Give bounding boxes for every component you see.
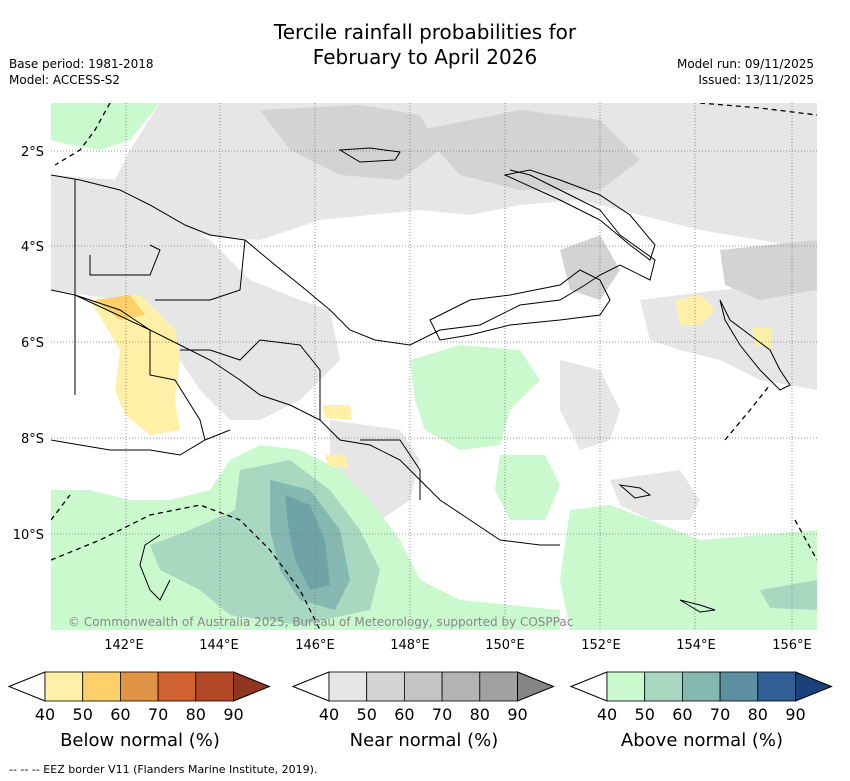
below-normal-tick-60: 60	[110, 705, 130, 724]
latitude-ticks: 2°S 4°S 6°S 8°S 10°S	[13, 145, 44, 543]
lon-tick-148E: 148°E	[390, 638, 430, 653]
model-info: Base period: 1981-2018 Model: ACCESS-S2	[9, 56, 154, 88]
near-normal-label: Near normal (%)	[349, 730, 499, 751]
below-normal-colorbar: 40 50 60 70 80 90	[7, 671, 271, 724]
above-normal-swatch-70	[719, 671, 759, 702]
lon-tick-144E: 144°E	[199, 638, 239, 653]
near-normal-tick-50: 50	[357, 705, 377, 724]
national-borders	[74, 180, 421, 500]
longitude-ticks: 142°E 144°E 146°E 148°E 150°E 152°E 154°…	[104, 638, 812, 653]
below-normal-shading	[90, 295, 772, 468]
above-normal-tick-40: 40	[597, 705, 617, 724]
issued-date: Issued: 13/11/2025	[698, 73, 814, 87]
above-normal-label: Above normal (%)	[620, 730, 784, 751]
near-normal-tick-40: 40	[319, 705, 339, 724]
below-normal-under-triangle	[7, 671, 46, 702]
below-normal-tick-40: 40	[35, 705, 55, 724]
below-normal-tick-90: 90	[223, 705, 243, 724]
lon-tick-152E: 152°E	[581, 638, 621, 653]
above-normal-tick-70: 70	[710, 705, 730, 724]
lat-tick-4S: 4°S	[21, 240, 44, 255]
colorbars: 40 50 60 70 80 90 40 50 60 70 80 90 40 50 60 70 80 90	[7, 671, 833, 724]
lat-tick-10S: 10°S	[13, 528, 44, 543]
below-normal-swatch-70	[157, 671, 197, 702]
near-normal-tick-80: 80	[470, 705, 490, 724]
below-normal-tick-70: 70	[148, 705, 168, 724]
eez-borders	[51, 103, 817, 630]
lon-tick-150E: 150°E	[485, 638, 525, 653]
run-info: Model run: 09/11/2025 Issued: 13/11/2025	[677, 56, 814, 88]
near-normal-colorbar: 40 50 60 70 80 90	[291, 671, 555, 724]
above-normal-swatch-50	[644, 671, 683, 702]
above-normal-over-triangle	[795, 671, 833, 702]
above-normal-tick-50: 50	[635, 705, 655, 724]
lon-tick-156E: 156°E	[772, 638, 812, 653]
below-normal-swatch-40	[44, 671, 84, 702]
above-normal-under-triangle	[569, 671, 608, 702]
attribution-text: © Commonwealth of Australia 2025, Bureau…	[68, 615, 573, 629]
above-normal-tick-60: 60	[672, 705, 692, 724]
near-normal-swatch-50	[366, 671, 405, 702]
lat-tick-2S: 2°S	[21, 145, 44, 160]
lon-tick-154E: 154°E	[676, 638, 716, 653]
above-normal-colorbar: 40 50 60 70 80 90	[569, 671, 833, 724]
above-normal-tick-80: 80	[748, 705, 768, 724]
below-normal-swatch-80	[195, 671, 234, 702]
model-run: Model run: 09/11/2025	[676, 57, 814, 71]
below-normal-tick-80: 80	[186, 705, 206, 724]
below-normal-over-triangle	[233, 671, 271, 702]
lon-tick-146E: 146°E	[295, 638, 335, 653]
near-normal-tick-70: 70	[432, 705, 452, 724]
model-name: Model: ACCESS-S2	[9, 73, 121, 87]
above-normal-shading	[51, 103, 817, 630]
near-normal-swatch-40	[328, 671, 368, 702]
below-normal-tick-50: 50	[73, 705, 93, 724]
gridlines	[51, 103, 817, 630]
lat-tick-8S: 8°S	[21, 432, 44, 447]
near-normal-over-triangle	[517, 671, 555, 702]
above-normal-swatch-60	[682, 671, 721, 702]
below-normal-swatch-50	[82, 671, 121, 702]
title-line-2: February to April 2026	[312, 45, 538, 69]
near-normal-shading	[51, 103, 817, 520]
eez-footer-note: -- -- -- EEZ border V11 (Flanders Marine…	[9, 763, 318, 776]
below-normal-swatch-60	[120, 671, 159, 702]
near-normal-under-triangle	[291, 671, 330, 702]
above-normal-swatch-80	[757, 671, 796, 702]
near-normal-swatch-70	[441, 671, 481, 702]
below-normal-label: Below normal (%)	[60, 730, 220, 751]
map-title: Tercile rainfall probabilities for Febru…	[0, 20, 850, 70]
lon-tick-142E: 142°E	[104, 638, 144, 653]
near-normal-tick-60: 60	[394, 705, 414, 724]
above-normal-swatch-40	[606, 671, 646, 702]
near-normal-swatch-80	[479, 671, 518, 702]
above-normal-tick-90: 90	[785, 705, 805, 724]
near-normal-swatch-60	[403, 671, 443, 702]
lat-tick-6S: 6°S	[21, 336, 44, 351]
title-line-1: Tercile rainfall probabilities for	[273, 20, 577, 44]
map-area: © Commonwealth of Australia 2025, Bureau…	[51, 103, 817, 630]
base-period: Base period: 1981-2018	[9, 57, 154, 71]
near-normal-tick-90: 90	[507, 705, 527, 724]
